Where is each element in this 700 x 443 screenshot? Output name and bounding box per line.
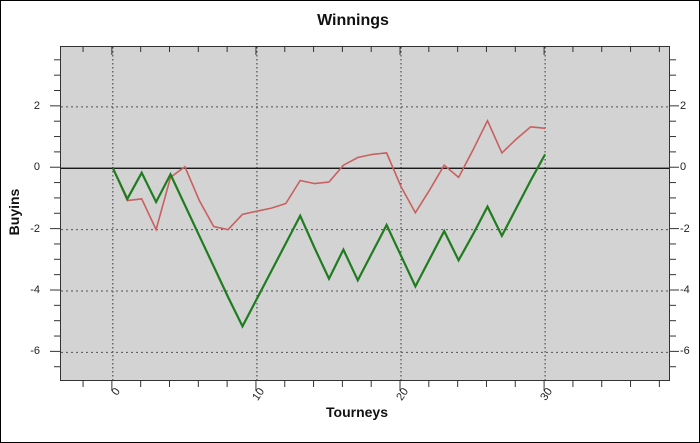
y-tick-label-left: -4 xyxy=(30,283,40,296)
y-tick-label-right: 2 xyxy=(680,99,687,112)
chart-title: Winnings xyxy=(317,12,389,29)
x-tick-label: 10 xyxy=(249,386,267,403)
x-tick-label: 30 xyxy=(538,386,555,403)
plot-area xyxy=(60,46,670,381)
y-tick-label-right: -2 xyxy=(680,222,690,235)
x-tick-label: 20 xyxy=(394,386,411,403)
y-tick-label-right: 0 xyxy=(680,161,687,174)
y-tick-label-left: 2 xyxy=(33,99,40,112)
red-line xyxy=(112,118,546,232)
y-tick-label-right: -4 xyxy=(680,283,690,296)
y-tick-label-left: 0 xyxy=(33,161,40,174)
y-tick-label-right: -6 xyxy=(680,345,690,358)
green-line xyxy=(111,153,547,329)
y-axis-title: Buyins xyxy=(6,188,22,236)
plot-canvas xyxy=(61,47,669,380)
y-tick-label-left: -2 xyxy=(30,222,40,235)
x-axis-title: Tourneys xyxy=(326,404,388,420)
x-tick-label: 0 xyxy=(109,386,123,398)
y-tick-label-left: -6 xyxy=(30,345,40,358)
plot-background xyxy=(61,47,669,380)
